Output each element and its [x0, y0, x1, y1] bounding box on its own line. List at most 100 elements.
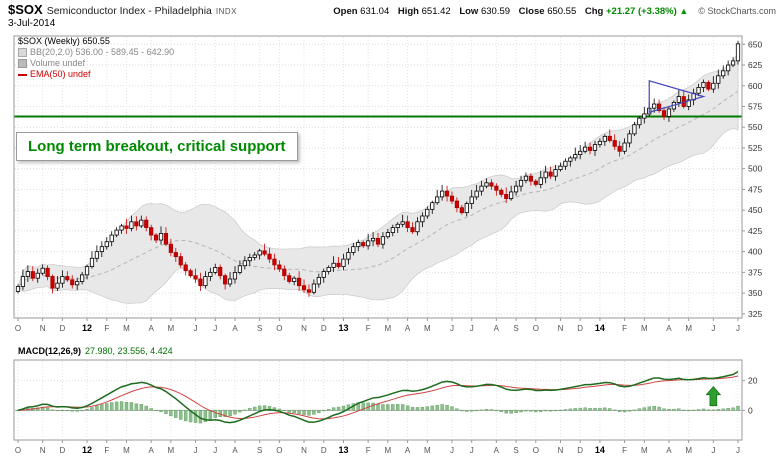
svg-text:M: M	[424, 446, 431, 455]
svg-text:0: 0	[748, 405, 753, 415]
svg-text:A: A	[494, 324, 500, 333]
svg-text:450: 450	[748, 205, 762, 215]
legend-volume-label: Volume undef	[30, 58, 86, 68]
svg-text:20: 20	[748, 376, 758, 386]
svg-text:F: F	[104, 324, 109, 333]
svg-text:N: N	[301, 446, 307, 455]
svg-text:J: J	[736, 324, 740, 333]
svg-text:S: S	[513, 446, 518, 455]
svg-text:O: O	[276, 446, 282, 455]
svg-text:550: 550	[748, 122, 762, 132]
svg-text:M: M	[685, 446, 692, 455]
volume-swatch-icon	[18, 59, 27, 69]
svg-text:A: A	[666, 324, 672, 333]
legend-symbol: $SOX (Weekly) 650.55	[18, 36, 110, 46]
svg-text:A: A	[405, 446, 411, 455]
open-label: Open	[333, 6, 358, 17]
svg-text:D: D	[577, 446, 583, 455]
symbol: $SOX	[8, 2, 43, 17]
svg-text:A: A	[232, 446, 238, 455]
svg-text:500: 500	[748, 164, 762, 174]
close-label: Close	[518, 6, 545, 17]
svg-text:350: 350	[748, 288, 762, 298]
annotation-box: Long term breakout, critical support	[16, 132, 298, 161]
ohlc-summary: Open 631.04 High 651.42 Low 630.59 Close…	[327, 6, 688, 17]
svg-text:M: M	[641, 324, 648, 333]
svg-text:J: J	[470, 324, 474, 333]
chart-date: 3-Jul-2014	[8, 18, 56, 29]
svg-text:400: 400	[748, 247, 762, 257]
chart-legend: $SOX (Weekly) 650.55 BB(20,2.0) 536.00 -…	[18, 36, 174, 80]
legend-bollinger: BB(20,2.0) 536.00 - 589.45 - 642.90	[18, 47, 174, 58]
copyright: © StockCharts.com	[698, 6, 776, 16]
svg-text:M: M	[641, 446, 648, 455]
svg-text:475: 475	[748, 184, 762, 194]
svg-text:O: O	[276, 324, 282, 333]
svg-text:600: 600	[748, 81, 762, 91]
svg-text:425: 425	[748, 226, 762, 236]
low-label: Low	[459, 6, 479, 17]
svg-text:12: 12	[82, 445, 92, 455]
svg-text:N: N	[558, 446, 564, 455]
change-label: Chg	[584, 6, 604, 17]
svg-text:J: J	[213, 324, 217, 333]
svg-text:D: D	[59, 324, 65, 333]
legend-ema: EMA(50) undef	[18, 69, 174, 80]
svg-text:14: 14	[595, 445, 605, 455]
svg-text:N: N	[301, 324, 307, 333]
svg-text:F: F	[622, 446, 627, 455]
svg-text:A: A	[405, 324, 411, 333]
svg-text:S: S	[257, 324, 262, 333]
chart-header: $SOX Semiconductor Index - Philadelphia …	[8, 2, 776, 32]
svg-text:M: M	[385, 446, 392, 455]
svg-text:M: M	[123, 446, 130, 455]
legend-ema-label: EMA(50) undef	[30, 69, 91, 79]
exchange: INDX	[215, 7, 237, 16]
svg-text:D: D	[321, 324, 327, 333]
svg-text:S: S	[513, 324, 518, 333]
svg-text:J: J	[194, 324, 198, 333]
legend-volume: Volume undef	[18, 58, 174, 69]
macd-up-arrow-annotation	[705, 386, 722, 407]
svg-text:F: F	[104, 446, 109, 455]
macd-line	[17, 371, 739, 424]
svg-text:A: A	[148, 324, 154, 333]
svg-text:325: 325	[748, 309, 762, 319]
svg-text:F: F	[366, 324, 371, 333]
svg-text:O: O	[15, 324, 21, 333]
macd-legend: MACD(12,26,9) 27.980, 23.556, 4.424	[18, 346, 173, 356]
bollinger-mid-line	[17, 90, 739, 287]
svg-text:N: N	[558, 324, 564, 333]
legend-bollinger-label: BB(20,2.0) 536.00 - 589.45 - 642.90	[30, 47, 175, 57]
open-value: 631.04	[360, 6, 390, 17]
up-arrow-icon: ▲	[679, 6, 689, 16]
svg-text:A: A	[494, 446, 500, 455]
svg-text:525: 525	[748, 143, 762, 153]
svg-text:J: J	[470, 446, 474, 455]
svg-text:J: J	[450, 324, 454, 333]
svg-text:575: 575	[748, 102, 762, 112]
svg-text:N: N	[40, 324, 46, 333]
ema-swatch-icon	[18, 73, 27, 76]
macd-values: 27.980, 23.556, 4.424	[85, 346, 173, 356]
svg-text:M: M	[123, 324, 130, 333]
svg-text:J: J	[711, 446, 715, 455]
svg-text:13: 13	[338, 323, 348, 333]
svg-text:D: D	[321, 446, 327, 455]
svg-text:625: 625	[748, 60, 762, 70]
pennant-annotation	[648, 79, 706, 114]
index-name: Semiconductor Index - Philadelphia	[46, 5, 212, 17]
svg-text:375: 375	[748, 267, 762, 277]
svg-text:A: A	[666, 446, 672, 455]
bollinger-swatch-icon	[18, 48, 27, 58]
svg-text:F: F	[366, 446, 371, 455]
svg-text:J: J	[194, 446, 198, 455]
svg-text:A: A	[148, 446, 154, 455]
close-value: 650.55	[547, 6, 577, 17]
high-label: High	[397, 6, 419, 17]
low-value: 630.59	[480, 6, 511, 17]
svg-text:J: J	[213, 446, 217, 455]
high-value: 651.42	[421, 6, 451, 17]
svg-text:M: M	[424, 324, 431, 333]
